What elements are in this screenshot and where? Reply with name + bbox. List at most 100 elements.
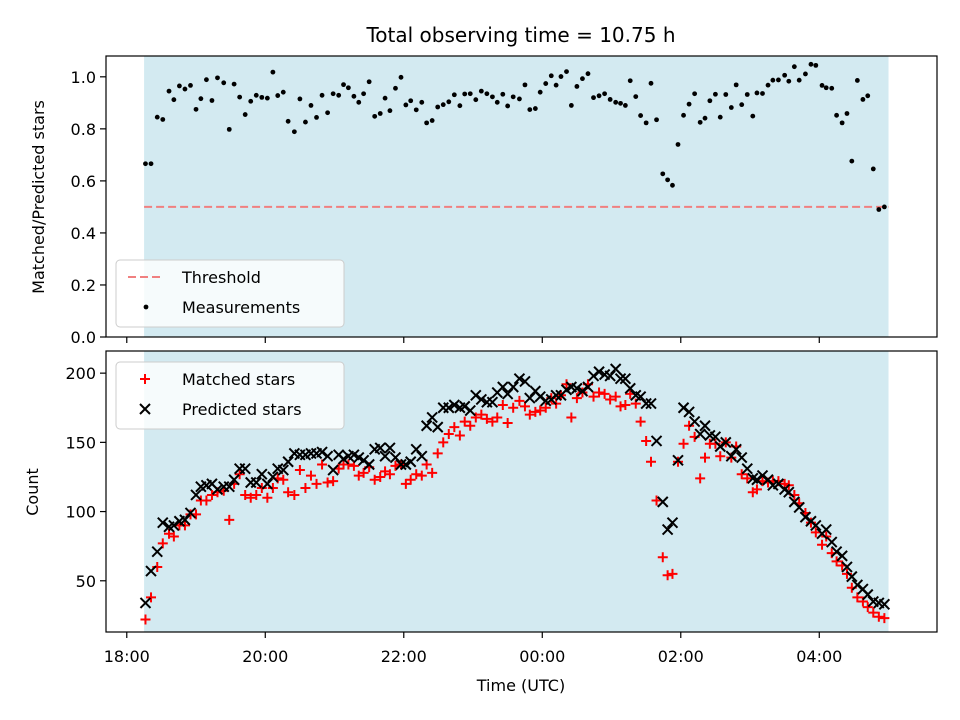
data-point (405, 474, 416, 485)
x-tick-label: 20:00 (242, 647, 288, 666)
data-point (275, 93, 281, 98)
data-point (314, 115, 319, 120)
data-point (457, 103, 463, 109)
data-point (823, 85, 829, 91)
legend: Threshold Measurements (115, 259, 345, 328)
y-tick-label: 0.8 (71, 120, 96, 139)
data-point (262, 492, 273, 503)
data-point (416, 470, 427, 481)
data-point (519, 375, 531, 388)
data-point (369, 474, 380, 485)
data-point (426, 411, 438, 424)
data-point (881, 204, 887, 210)
data-point (868, 607, 879, 618)
data-point (638, 113, 644, 118)
data-point (440, 102, 446, 108)
data-point (223, 480, 235, 493)
data-point (419, 99, 425, 105)
y-tick-label: 0.4 (71, 224, 96, 243)
data-point (411, 469, 422, 480)
data-point (507, 381, 519, 393)
data-point (168, 531, 179, 542)
data-point (277, 464, 289, 476)
data-point (622, 103, 628, 108)
data-point (505, 103, 511, 109)
data-point (215, 75, 220, 81)
data-point (382, 95, 388, 101)
data-point (733, 82, 739, 88)
data-point (319, 92, 325, 98)
data-point (226, 126, 232, 132)
data-point (591, 95, 596, 101)
data-point (695, 473, 706, 484)
data-point (209, 98, 215, 103)
data-point (813, 62, 819, 68)
data-point (834, 112, 839, 118)
data-point (796, 77, 802, 83)
data-point (675, 142, 681, 147)
data-point (341, 82, 346, 88)
data-point (345, 85, 351, 91)
data-point (852, 592, 863, 603)
data-point (308, 103, 314, 108)
data-point (145, 565, 157, 577)
data-point (251, 489, 262, 500)
data-point (451, 92, 457, 98)
data-point (502, 417, 513, 428)
data-point (661, 523, 674, 536)
data-point (826, 536, 838, 548)
data-point (641, 435, 652, 446)
data-point (553, 82, 559, 88)
data-point (878, 598, 891, 611)
data-point (543, 81, 549, 86)
data-point (602, 91, 607, 97)
data-point (820, 523, 832, 536)
y-tick-label: 0.6 (71, 172, 96, 191)
data-point (481, 413, 492, 424)
data-point (366, 79, 372, 85)
data-point (613, 99, 619, 105)
data-point (610, 391, 621, 402)
data-point (231, 81, 237, 87)
data-point (330, 91, 336, 97)
data-point (160, 117, 166, 122)
data-point (228, 474, 240, 486)
data-point (429, 118, 435, 123)
data-point (582, 381, 594, 393)
data-point (709, 431, 722, 443)
data-point (473, 97, 479, 103)
data-point (294, 465, 305, 476)
data-point (651, 495, 662, 506)
data-point (540, 402, 551, 413)
data-point (148, 161, 154, 167)
data-point (237, 94, 243, 100)
data-point (154, 114, 160, 120)
axes-frame (105, 350, 938, 633)
data-point (289, 489, 300, 500)
data-point (860, 97, 866, 102)
data-point (513, 372, 526, 385)
data-point (476, 409, 487, 420)
data-point (760, 91, 765, 96)
data-point (530, 406, 541, 417)
series-measurements (143, 61, 887, 212)
data-point (177, 83, 182, 89)
data-point (765, 82, 771, 88)
data-point (336, 92, 342, 98)
data-point (242, 112, 248, 117)
data-point (699, 420, 711, 432)
data-point (619, 372, 632, 385)
data-point (280, 89, 286, 95)
data-point (548, 73, 554, 79)
data-point (522, 82, 528, 88)
data-point (793, 501, 805, 514)
data-point (514, 395, 525, 406)
data-point (537, 89, 543, 95)
data-point (372, 113, 378, 119)
y-tick-label: 150 (65, 433, 96, 452)
data-point (224, 514, 235, 525)
data-point (535, 405, 546, 416)
data-point (343, 459, 354, 470)
data-point (198, 96, 204, 102)
data-point (873, 611, 884, 622)
